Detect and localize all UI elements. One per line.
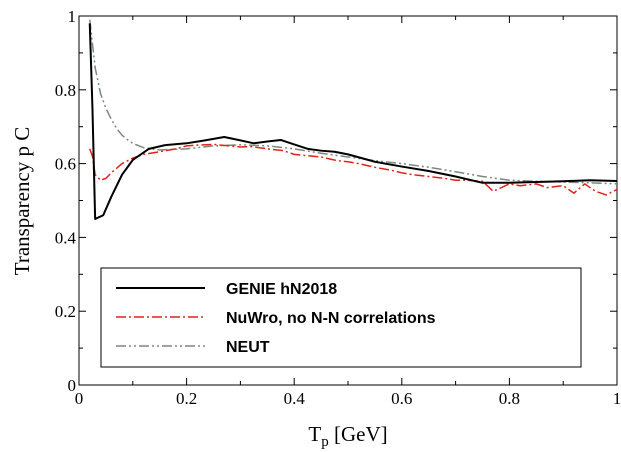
x-axis-title-subscript: p [321, 434, 329, 450]
x-tick-label: 0.6 [391, 389, 412, 408]
x-axis-title-unit: [GeV] [329, 422, 388, 446]
x-tick-label: 1 [613, 389, 621, 408]
series-line-neut [89, 19, 618, 185]
legend-label-nuwro: NuWro, no N-N correlations [226, 310, 436, 327]
series-line-nuwro [89, 143, 618, 196]
y-tick-label: 1 [68, 7, 77, 26]
legend-box [100, 267, 582, 368]
legend: GENIE hN2018 NuWro, no N-N correlations … [100, 267, 582, 368]
x-axis-title-main: T [308, 422, 321, 446]
x-tick-label: 0.4 [284, 389, 306, 408]
legend-label-neut: NEUT [226, 339, 270, 356]
legend-label-genie: GENIE hN2018 [226, 281, 337, 298]
x-tick-label: 0.8 [499, 389, 520, 408]
y-tick-label: 0.2 [55, 302, 76, 321]
x-axis-title: Tp [GeV] [308, 422, 387, 450]
y-axis-title: Transparency p C [10, 127, 34, 276]
series-line-genie [88, 23, 618, 220]
y-tick-label: 0.8 [55, 81, 76, 100]
y-tick-label: 0.6 [55, 155, 76, 174]
x-tick-label: 0 [75, 389, 84, 408]
y-tick-label: 0.4 [55, 228, 77, 247]
y-tick-label: 0 [68, 376, 77, 395]
axis-tick-labels: 0 0.2 0.4 0.6 0.8 1 0 0.2 0.4 0.6 0.8 1 [55, 7, 621, 408]
x-tick-label: 0.2 [176, 389, 197, 408]
series-layer [88, 19, 618, 220]
axis-ticks [78, 15, 618, 386]
